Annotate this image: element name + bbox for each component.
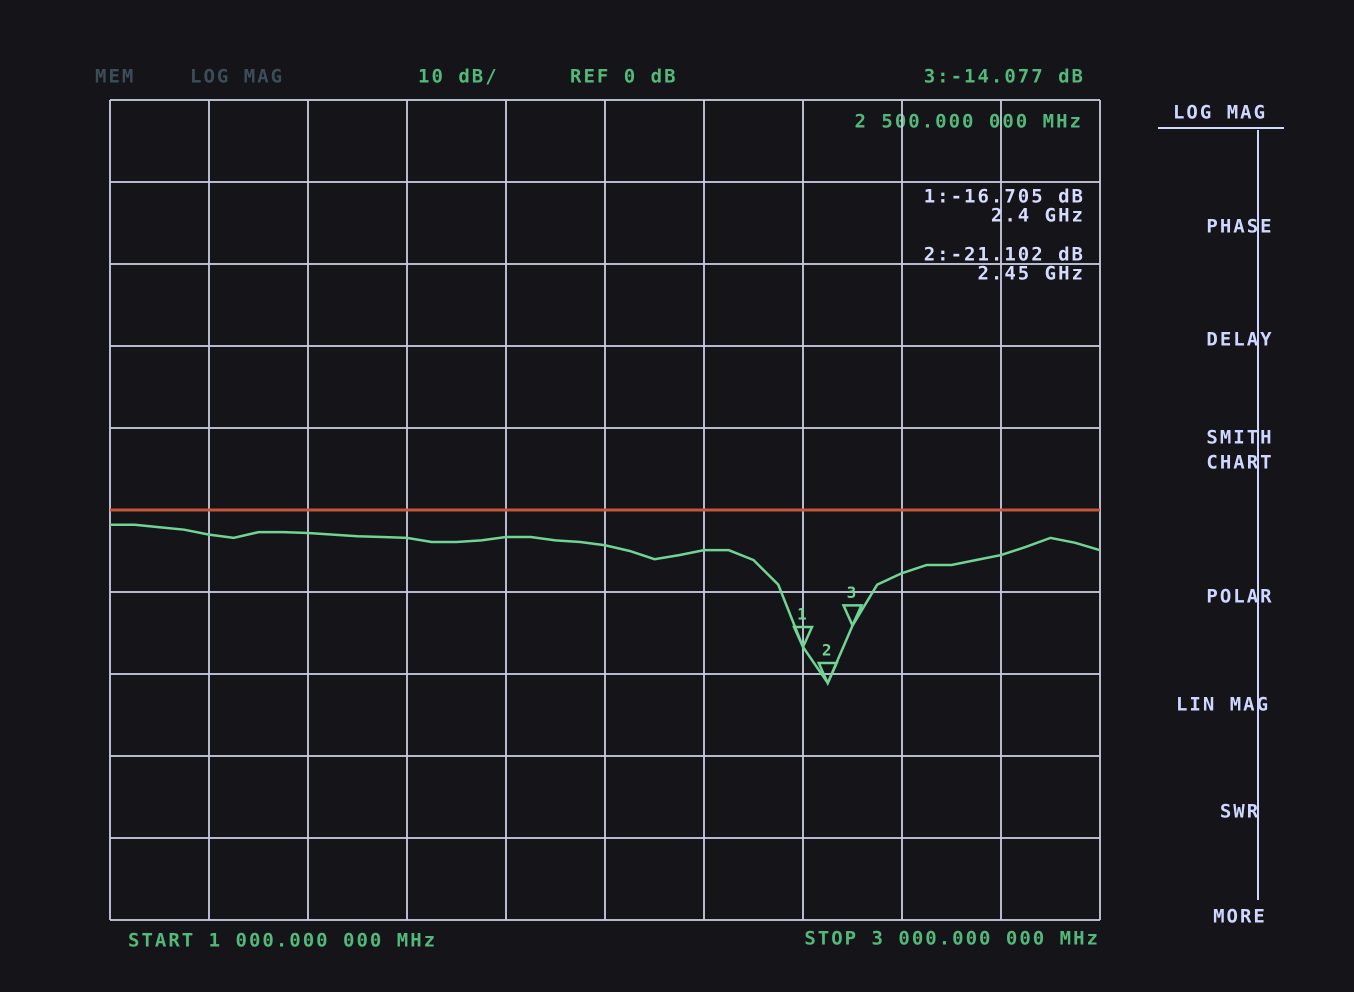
softkey-label: PHASE [1206,216,1273,238]
softkey-label: SWR [1220,801,1260,823]
softkey-label: MORE [1213,906,1267,928]
softkey-label: DELAY [1206,329,1273,351]
memory-label: MEM [95,66,135,88]
softkey-label: LIN MAG [1176,694,1270,716]
softkey-label: CHART [1206,452,1273,474]
marker-number: 1 [797,604,809,623]
marker-readout: 1:-16.705 dB [924,186,1085,208]
scale-label: 10 dB/ [418,66,499,88]
softkey-label: LOG MAG [1173,102,1267,124]
active-marker-stimulus: 2 500.000 000 MHz [855,111,1083,133]
marker-stimulus: 2.4 GHz [991,205,1085,227]
trace [110,523,1101,686]
start-label: START 1 000.000 000 MHz [128,930,437,952]
softkey-label: SMITH [1206,427,1273,449]
marker [841,604,864,629]
marker-stimulus: 2.45 GHz [977,263,1085,285]
marker [792,625,814,651]
active-marker-readout: 3:-14.077 dB [924,66,1085,88]
reference-label: REF 0 dB [570,66,678,88]
stop-label: STOP 3 000.000 000 MHz [804,928,1100,950]
marker [816,661,839,687]
marker-number: 3 [847,583,859,602]
marker-number: 2 [822,641,834,660]
softkey-label: POLAR [1206,586,1273,608]
format-label: LOG MAG [190,66,284,88]
marker-readout: 2:-21.102 dB [924,244,1085,266]
